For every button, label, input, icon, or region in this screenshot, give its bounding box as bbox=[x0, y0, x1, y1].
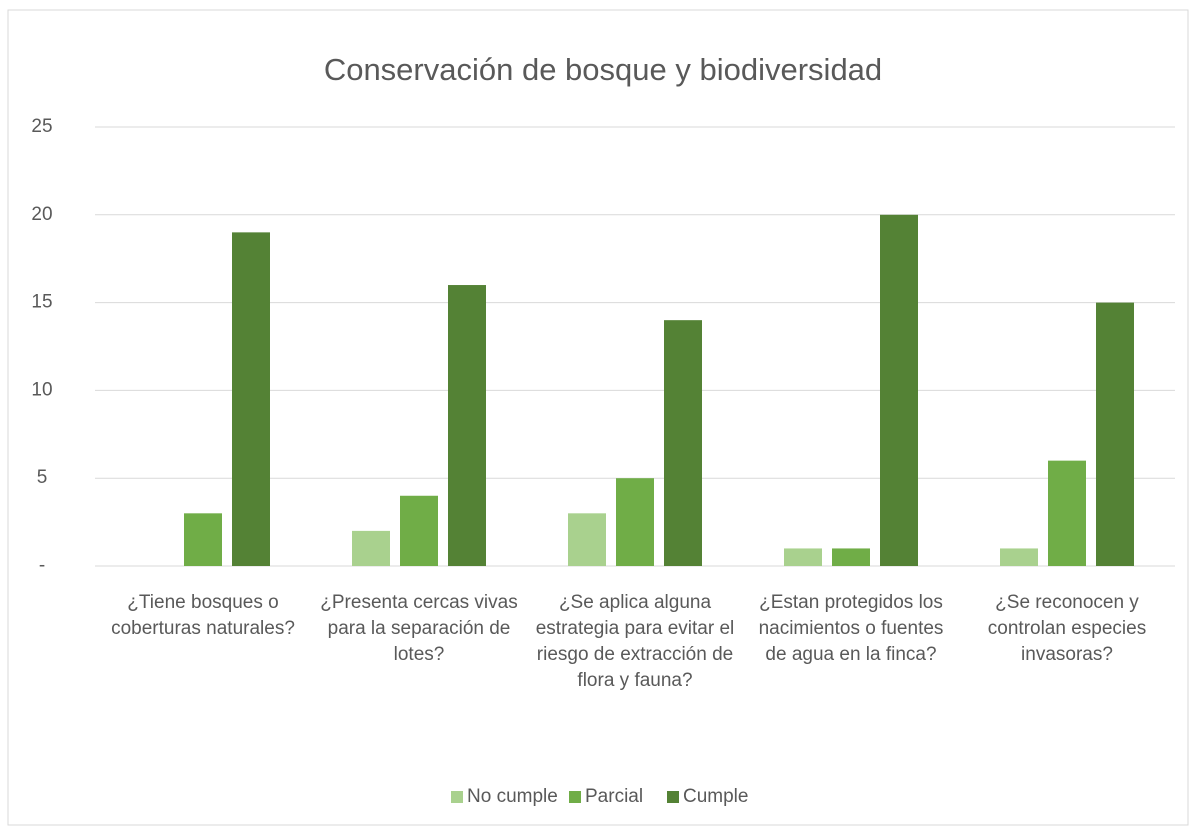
legend-label: Cumple bbox=[683, 786, 748, 807]
bar bbox=[232, 232, 270, 567]
bar bbox=[1048, 460, 1086, 566]
x-tick-label: ¿Tiene bosques o coberturas naturales? bbox=[111, 592, 295, 639]
legend-swatch bbox=[451, 791, 463, 803]
y-tick-label: 10 bbox=[31, 379, 52, 400]
y-tick-label: - bbox=[39, 555, 45, 576]
chart-title: Conservación de bosque y biodiversidad bbox=[324, 52, 882, 87]
x-tick-label: ¿Estan protegidos los nacimientos o fuen… bbox=[758, 592, 944, 665]
y-tick-label: 15 bbox=[31, 292, 52, 313]
chart-border bbox=[7, 9, 1189, 826]
x-tick-label: ¿Se reconocen y controlan especies invas… bbox=[987, 592, 1147, 665]
bar bbox=[784, 548, 822, 566]
bar bbox=[1096, 302, 1134, 566]
legend-label: Parcial bbox=[585, 786, 643, 807]
bar bbox=[400, 495, 438, 566]
legend-swatch bbox=[667, 791, 679, 803]
legend-swatch bbox=[569, 791, 581, 803]
x-tick-label: ¿Se aplica alguna estrategia para evitar… bbox=[535, 592, 735, 691]
bar bbox=[1000, 548, 1038, 566]
bar bbox=[568, 513, 606, 566]
y-tick-label: 25 bbox=[31, 116, 52, 137]
y-tick-label: 20 bbox=[31, 204, 52, 225]
bar bbox=[616, 478, 654, 566]
bar bbox=[832, 548, 870, 566]
legend-label: No cumple bbox=[467, 786, 558, 807]
y-tick-label: 5 bbox=[37, 467, 48, 488]
x-tick-label: ¿Presenta cercas vivas para la separació… bbox=[320, 592, 518, 665]
bar bbox=[448, 285, 486, 566]
bar bbox=[184, 513, 222, 566]
bar bbox=[664, 320, 702, 566]
bar bbox=[352, 530, 390, 566]
bar bbox=[880, 214, 918, 567]
